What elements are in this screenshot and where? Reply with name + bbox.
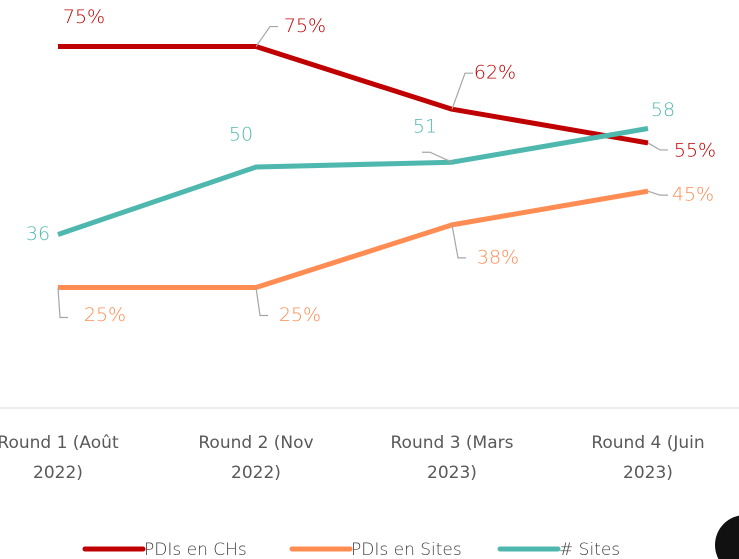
series-line: [58, 188, 649, 291]
data-label: 25%: [84, 304, 126, 326]
leader-line: [647, 142, 668, 151]
leader-line: [451, 224, 466, 259]
leader-line: [422, 151, 453, 163]
legend-label: PDIs en CHs: [144, 540, 247, 559]
data-label: 58: [651, 99, 675, 121]
series-line: [58, 44, 649, 146]
series-line: [57, 126, 649, 237]
legend-label: PDIs en Sites: [351, 540, 462, 559]
leader-line: [451, 72, 473, 110]
leader-line: [57, 287, 68, 319]
data-label: 51: [413, 116, 437, 138]
x-tick-label: Round 2 (Nov 2022): [198, 433, 314, 483]
data-label: 25%: [279, 304, 321, 326]
x-tick-label: Round 4 (Juin 2023): [591, 433, 705, 483]
data-label: 45%: [672, 184, 714, 206]
data-label: 75%: [63, 6, 105, 28]
x-tick-label: Round 1 (Août 2022): [0, 433, 119, 483]
leader-line: [255, 25, 278, 47]
data-label: 55%: [674, 139, 716, 161]
data-label: 38%: [477, 246, 519, 268]
data-label: 36: [26, 223, 50, 245]
leader-line: [647, 190, 668, 196]
x-tick-label: Round 3 (Mars 2023): [390, 433, 514, 483]
legend-label: # Sites: [559, 540, 620, 559]
decor-circle: [715, 515, 739, 559]
data-label: 50: [229, 124, 253, 146]
leader-line: [255, 287, 268, 317]
data-label: 62%: [474, 62, 516, 84]
data-label: 75%: [284, 15, 326, 37]
